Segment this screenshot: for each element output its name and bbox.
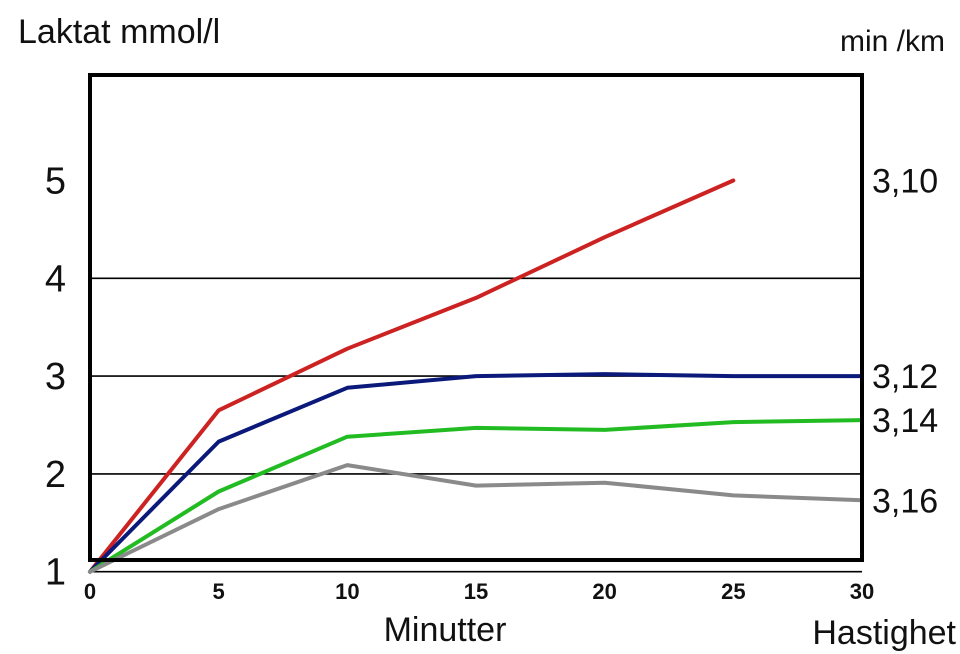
x-tick-label: 20 bbox=[592, 579, 616, 604]
x-tick-label: 5 bbox=[213, 579, 225, 604]
series-line bbox=[88, 178, 736, 574]
y-tick-label: 5 bbox=[45, 161, 66, 203]
series-label: 3,14 bbox=[872, 402, 938, 440]
series-label: 3,12 bbox=[872, 358, 938, 396]
x-tick-label: 15 bbox=[464, 579, 488, 604]
x-axis-ticks: 0 5 10 15 20 25 30 bbox=[84, 579, 874, 604]
x-tick-label: 0 bbox=[84, 579, 96, 604]
series-line bbox=[88, 463, 864, 574]
series-end-labels: 3,10 3,12 3,14 3,16 bbox=[872, 163, 938, 521]
series-lines bbox=[88, 178, 864, 574]
series-label: 3,10 bbox=[872, 163, 938, 201]
x-tick-label: 30 bbox=[850, 579, 874, 604]
x-tick-label: 10 bbox=[335, 579, 359, 604]
y-axis-label: Laktat mmol/l bbox=[18, 13, 220, 51]
x-tick-label: 25 bbox=[721, 579, 745, 604]
bottom-right-axis-label: Hastighet bbox=[812, 614, 956, 652]
right-axis-label: min /km bbox=[840, 25, 945, 58]
series-label: 3,16 bbox=[872, 482, 938, 520]
plot-frame bbox=[88, 73, 864, 562]
y-axis-ticks: 1 2 3 4 5 bbox=[45, 161, 66, 594]
series-line bbox=[88, 418, 864, 574]
y-tick-label: 3 bbox=[45, 356, 66, 398]
y-tick-label: 4 bbox=[45, 258, 66, 300]
y-tick-label: 1 bbox=[45, 552, 66, 594]
x-axis-label: Minutter bbox=[384, 611, 507, 649]
series-line bbox=[88, 372, 864, 574]
y-tick-label: 2 bbox=[45, 454, 66, 496]
